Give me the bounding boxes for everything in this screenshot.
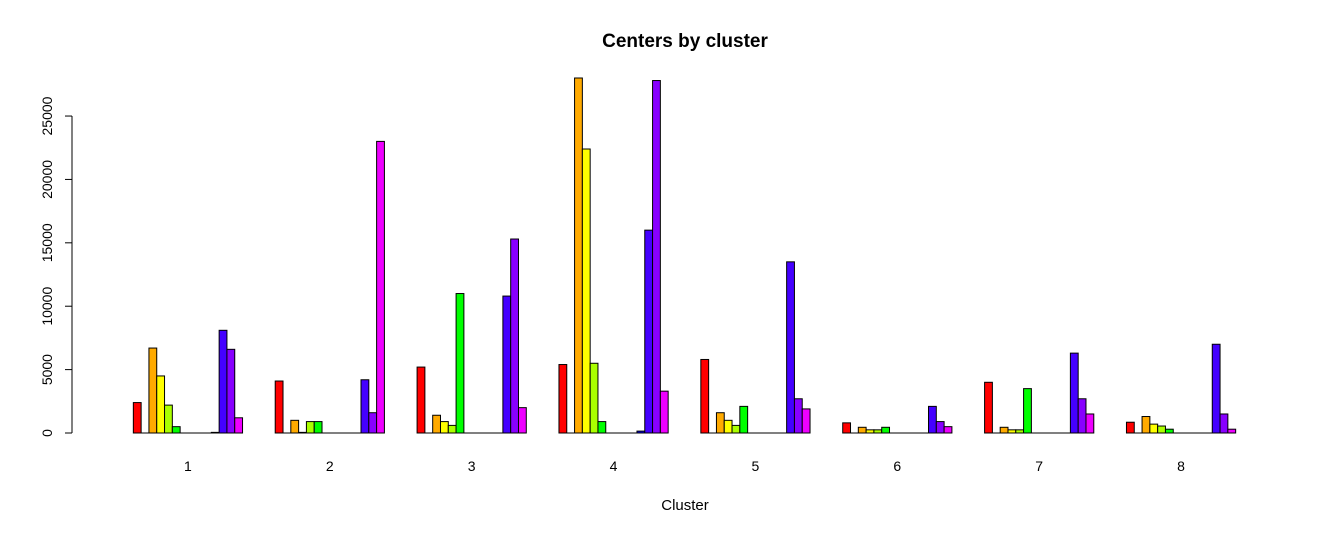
bars-group xyxy=(132,77,1237,434)
bar-cluster-3-var-3 xyxy=(432,414,441,434)
chart-title: Centers by cluster xyxy=(602,31,768,52)
y-tick-label: 5000 xyxy=(39,354,55,385)
bar-cluster-2-var-13 xyxy=(368,412,378,434)
bar-cluster-8-var-13 xyxy=(1219,413,1229,434)
bar-cluster-3-var-12 xyxy=(502,295,512,434)
bar-cluster-5-var-3 xyxy=(715,412,725,434)
bar-cluster-8-var-6 xyxy=(1164,428,1174,434)
bar-cluster-8-var-3 xyxy=(1141,416,1151,434)
bar-cluster-4-var-11 xyxy=(636,430,646,434)
bar-cluster-4-var-4 xyxy=(581,148,591,434)
bar-cluster-2-var-3 xyxy=(290,419,300,434)
bar-cluster-2-var-4 xyxy=(298,431,307,434)
bar-cluster-5-var-5 xyxy=(731,424,741,434)
bar-cluster-6-var-12 xyxy=(928,405,937,434)
bar-cluster-1-var-5 xyxy=(164,404,173,434)
bar-cluster-1-var-14 xyxy=(234,417,244,434)
bar-cluster-5-var-1 xyxy=(700,358,710,434)
bar-cluster-4-var-5 xyxy=(589,362,599,434)
bar-cluster-7-var-13 xyxy=(1077,398,1087,434)
y-tick-label: 15000 xyxy=(39,223,55,262)
bar-cluster-8-var-4 xyxy=(1149,423,1159,434)
bar-cluster-8-var-12 xyxy=(1211,343,1221,434)
bar-cluster-5-var-4 xyxy=(723,419,733,434)
x-tick-label-5: 5 xyxy=(752,458,760,474)
bar-cluster-1-var-13 xyxy=(226,348,236,434)
bar-cluster-3-var-1 xyxy=(416,366,426,434)
bar-cluster-4-var-14 xyxy=(659,390,669,434)
x-tick-label-3: 3 xyxy=(468,458,476,474)
bar-cluster-4-var-3 xyxy=(574,77,583,434)
bar-cluster-6-var-6 xyxy=(881,426,891,434)
bar-cluster-7-var-12 xyxy=(1069,352,1079,434)
bar-cluster-2-var-14 xyxy=(376,140,385,434)
bar-cluster-4-var-13 xyxy=(652,80,661,434)
x-tick-label-1: 1 xyxy=(184,458,192,474)
bar-cluster-5-var-6 xyxy=(739,405,749,434)
y-axis: 0 5000 10000 15000 20000 25000 xyxy=(39,96,73,437)
bar-cluster-3-var-4 xyxy=(439,421,449,434)
bar-cluster-1-var-12 xyxy=(218,329,228,434)
bar-cluster-2-var-5 xyxy=(305,421,315,434)
bar-cluster-5-var-13 xyxy=(793,398,803,434)
bar-cluster-7-var-3 xyxy=(999,426,1009,434)
bar-cluster-1-var-11 xyxy=(210,431,220,434)
bar-cluster-8-var-1 xyxy=(1125,421,1135,434)
bar-cluster-5-var-14 xyxy=(801,408,811,434)
bar-cluster-7-var-1 xyxy=(984,381,993,434)
bar-cluster-7-var-14 xyxy=(1085,413,1095,434)
bar-cluster-6-var-3 xyxy=(857,426,867,434)
bar-cluster-2-var-1 xyxy=(274,380,284,434)
bar-cluster-6-var-13 xyxy=(935,421,945,434)
bar-cluster-6-var-14 xyxy=(943,426,953,434)
y-tick-label: 10000 xyxy=(39,287,55,326)
x-tick-label-8: 8 xyxy=(1177,458,1185,474)
y-tick-label: 20000 xyxy=(39,160,55,199)
bar-cluster-1-var-6 xyxy=(171,426,181,434)
bar-cluster-1-var-1 xyxy=(132,402,142,434)
x-tick-label-4: 4 xyxy=(610,458,618,474)
bar-cluster-1-var-4 xyxy=(156,375,166,434)
bar-cluster-3-var-5 xyxy=(447,424,457,434)
bar-cluster-4-var-1 xyxy=(558,364,568,434)
x-tick-label-7: 7 xyxy=(1035,458,1043,474)
bar-cluster-6-var-5 xyxy=(873,429,883,434)
bar-cluster-4-var-12 xyxy=(644,229,654,434)
bar-cluster-1-var-3 xyxy=(148,347,158,434)
bar-cluster-6-var-1 xyxy=(842,422,852,434)
x-tick-labels: 1 2 3 4 5 6 7 8 xyxy=(184,458,1185,474)
bar-cluster-4-var-6 xyxy=(597,421,607,434)
bar-cluster-8-var-14 xyxy=(1227,428,1237,434)
bar-cluster-8-var-5 xyxy=(1157,425,1166,434)
x-axis-label: Cluster xyxy=(661,497,709,514)
bar-cluster-3-var-14 xyxy=(517,407,527,434)
y-tick-label: 0 xyxy=(39,429,55,437)
bar-cluster-7-var-6 xyxy=(1023,388,1032,434)
bar-cluster-2-var-6 xyxy=(313,421,323,434)
bar-cluster-5-var-12 xyxy=(786,261,795,434)
bar-cluster-2-var-12 xyxy=(360,379,370,434)
x-tick-label-2: 2 xyxy=(326,458,334,474)
bar-cluster-7-var-5 xyxy=(1015,429,1025,434)
bar-cluster-6-var-4 xyxy=(865,429,875,434)
bar-cluster-7-var-4 xyxy=(1007,429,1017,434)
y-tick-label: 25000 xyxy=(39,96,55,135)
bar-cluster-3-var-6 xyxy=(455,293,465,434)
bar-cluster-3-var-13 xyxy=(510,238,519,434)
x-tick-label-6: 6 xyxy=(893,458,901,474)
